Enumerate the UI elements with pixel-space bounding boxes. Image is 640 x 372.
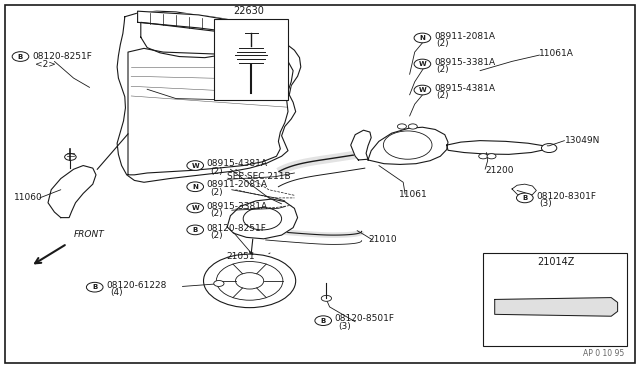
Polygon shape [512, 184, 536, 196]
Text: 08915-3381A: 08915-3381A [434, 58, 495, 67]
Text: 13049N: 13049N [564, 136, 600, 145]
Text: (4): (4) [110, 288, 123, 297]
Text: 08120-8251F: 08120-8251F [207, 224, 267, 232]
Text: 08120-8301F: 08120-8301F [536, 192, 596, 201]
Text: 08120-61228: 08120-61228 [106, 281, 166, 290]
Text: (2): (2) [210, 231, 223, 240]
Text: 08911-2081A: 08911-2081A [207, 180, 268, 189]
Text: 08915-4381A: 08915-4381A [207, 159, 268, 168]
Text: AP 0 10 95: AP 0 10 95 [583, 349, 624, 358]
Polygon shape [128, 48, 293, 175]
Polygon shape [351, 130, 371, 160]
Polygon shape [48, 166, 96, 218]
Circle shape [204, 254, 296, 308]
Text: W: W [419, 61, 426, 67]
Circle shape [187, 161, 204, 170]
Polygon shape [447, 141, 545, 154]
Circle shape [321, 295, 332, 301]
Text: SEE SEC.211B: SEE SEC.211B [227, 172, 291, 181]
Text: 21051: 21051 [226, 252, 255, 261]
Text: 08120-8251F: 08120-8251F [32, 52, 92, 61]
Text: 11061: 11061 [399, 190, 428, 199]
Circle shape [315, 316, 332, 326]
Polygon shape [227, 199, 298, 239]
Polygon shape [495, 298, 618, 316]
Text: B: B [193, 227, 198, 233]
Text: 21010: 21010 [368, 235, 397, 244]
Circle shape [214, 280, 224, 286]
Text: N: N [419, 35, 426, 41]
Circle shape [187, 225, 204, 235]
Text: 08915-3381A: 08915-3381A [207, 202, 268, 211]
Polygon shape [368, 127, 448, 164]
Circle shape [408, 124, 417, 129]
Circle shape [479, 154, 488, 159]
Text: B: B [18, 54, 23, 60]
Text: W: W [191, 163, 199, 169]
Text: 11061A: 11061A [539, 49, 573, 58]
Text: <2>: <2> [35, 60, 56, 69]
Text: (2): (2) [436, 65, 449, 74]
Text: 08911-2081A: 08911-2081A [434, 32, 495, 41]
Bar [483, 253, 627, 346]
Text: (2): (2) [210, 167, 223, 176]
Text: (2): (2) [436, 92, 449, 100]
Circle shape [243, 208, 282, 230]
Circle shape [383, 131, 432, 159]
Text: 21014Z: 21014Z [537, 257, 574, 267]
Text: (2): (2) [436, 39, 449, 48]
Text: B: B [321, 318, 326, 324]
Circle shape [187, 203, 204, 213]
Circle shape [397, 124, 406, 129]
Circle shape [12, 52, 29, 61]
Text: 11060: 11060 [14, 193, 43, 202]
Polygon shape [138, 11, 243, 33]
Text: (3): (3) [338, 322, 351, 331]
Circle shape [541, 144, 557, 153]
Circle shape [487, 154, 496, 159]
Circle shape [216, 262, 283, 300]
Text: 22630: 22630 [234, 6, 264, 16]
Text: 21200: 21200 [485, 166, 514, 175]
Text: N: N [192, 184, 198, 190]
Polygon shape [117, 11, 301, 182]
Circle shape [187, 182, 204, 192]
Circle shape [414, 85, 431, 95]
Circle shape [86, 282, 103, 292]
Circle shape [414, 59, 431, 69]
Text: 08120-8501F: 08120-8501F [335, 314, 395, 323]
Text: (3): (3) [539, 199, 552, 208]
Circle shape [65, 154, 76, 160]
Text: 08915-4381A: 08915-4381A [434, 84, 495, 93]
Text: (2): (2) [210, 188, 223, 197]
Circle shape [414, 33, 431, 43]
Circle shape [236, 273, 264, 289]
Text: FRONT: FRONT [74, 230, 104, 239]
Circle shape [516, 193, 533, 203]
Text: B: B [522, 195, 527, 201]
Text: W: W [191, 205, 199, 211]
Polygon shape [141, 22, 240, 58]
Text: W: W [419, 87, 426, 93]
Text: B: B [92, 284, 97, 290]
Text: (2): (2) [210, 209, 223, 218]
Bar [214, 19, 288, 100]
